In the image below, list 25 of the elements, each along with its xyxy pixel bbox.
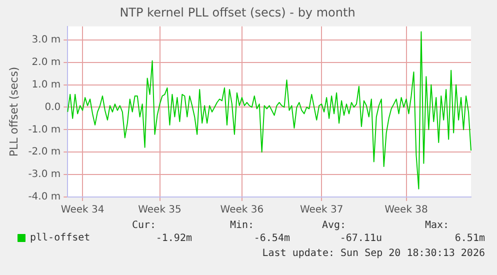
legend-label: pll-offset — [30, 232, 90, 244]
y-axis-title: PLL offset (secs) — [7, 66, 20, 157]
x-tick-label: Week 37 — [300, 204, 344, 216]
text: Min: — [230, 220, 256, 231]
y-tick-label: -1.0 m — [28, 124, 61, 136]
y-tick-label: 2.0 m — [32, 56, 61, 68]
x-tick-label: Week 34 — [60, 204, 104, 216]
text: -67.11u — [338, 233, 382, 244]
y-tick-label: 0.0 — [44, 102, 61, 113]
chart-title: NTP kernel PLL offset (secs) - by month — [120, 5, 356, 20]
text: 6.51m — [454, 233, 485, 244]
text: Last update: Sun Sep 20 18:30:13 2026 — [262, 248, 485, 259]
text: -6.54m — [252, 233, 290, 244]
y-tick-label: -3.0 m — [28, 169, 61, 180]
text: Cur: — [132, 220, 158, 231]
text: Avg: — [322, 220, 348, 231]
x-tick-label: Week 35 — [138, 204, 182, 216]
x-tick-label: Week 38 — [384, 204, 428, 216]
text: Max: — [425, 220, 450, 231]
y-tick-label: 3.0 m — [32, 34, 61, 46]
y-tick-label: -4.0 m — [28, 192, 61, 203]
x-tick-label: Week 36 — [220, 204, 264, 216]
y-tick-label: -2.0 m — [28, 146, 61, 158]
text: -1.92m — [154, 233, 192, 244]
y-tick-label: 1.0 m — [32, 79, 61, 90]
